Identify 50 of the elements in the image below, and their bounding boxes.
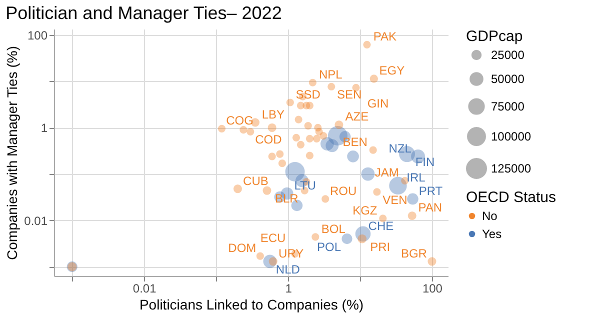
- legend-label: 75000: [491, 100, 525, 114]
- annotation: BLR: [274, 192, 299, 206]
- x-tick-label: 1: [285, 282, 292, 296]
- annotation: PRT: [418, 184, 444, 198]
- legend-label: No: [482, 209, 498, 223]
- annotation: FIN: [415, 155, 435, 170]
- annotation: AZE: [345, 110, 369, 124]
- annotation: BOL: [321, 222, 346, 236]
- annotation: SEN: [337, 88, 362, 102]
- annotation: IRL: [406, 170, 426, 185]
- x-axis-title: Politicians Linked to Companies (%): [139, 296, 364, 312]
- y-tick-label: 0.01: [24, 214, 48, 228]
- y-axis-title: Companies with Manager Ties (%): [4, 46, 20, 260]
- legend-label: 125000: [491, 162, 532, 176]
- annotation: NZL: [388, 141, 412, 156]
- annotation: CHE: [368, 218, 394, 233]
- annotation: BGR: [400, 246, 428, 260]
- annotation: COG: [226, 114, 254, 128]
- annotation: LBY: [262, 107, 285, 122]
- chart-title: Politician and Manager Ties– 2022: [6, 3, 282, 23]
- annotation: SSD: [296, 87, 321, 102]
- text: OECD Status: [466, 189, 556, 206]
- y-tick-label: 100: [27, 28, 48, 43]
- annotation: JAM: [374, 166, 399, 180]
- annotation: PAK: [373, 30, 397, 44]
- y-tick-label: 1: [40, 121, 48, 136]
- annotation: NPL: [319, 68, 343, 82]
- annotation: ECU: [260, 230, 286, 245]
- legend-label: 25000: [491, 48, 525, 62]
- legend-label: 50000: [491, 72, 525, 86]
- annotation: PAN: [418, 200, 442, 215]
- annotation: ROU: [330, 184, 357, 198]
- text: GDPcap: [466, 28, 523, 45]
- annotation: VEN: [382, 192, 408, 207]
- annotation: EGY: [379, 64, 405, 78]
- x-tick-label: 100: [422, 282, 443, 296]
- annotation: DOM: [228, 241, 256, 256]
- annotation: CUB: [243, 174, 268, 188]
- annotation: LTU: [294, 178, 316, 193]
- annotation: BEN: [342, 135, 368, 150]
- annotation: PRI: [370, 240, 390, 254]
- annotation: URY: [278, 246, 304, 260]
- annotation: POL: [317, 240, 342, 254]
- x-tick-label: 0.01: [132, 282, 157, 296]
- legend-label: 100000: [491, 130, 532, 144]
- annotation: KGZ: [352, 203, 378, 218]
- legend-label: Yes: [482, 227, 502, 241]
- annotation: NLD: [276, 262, 300, 276]
- annotation: COD: [255, 132, 282, 147]
- annotation: GIN: [367, 96, 389, 111]
